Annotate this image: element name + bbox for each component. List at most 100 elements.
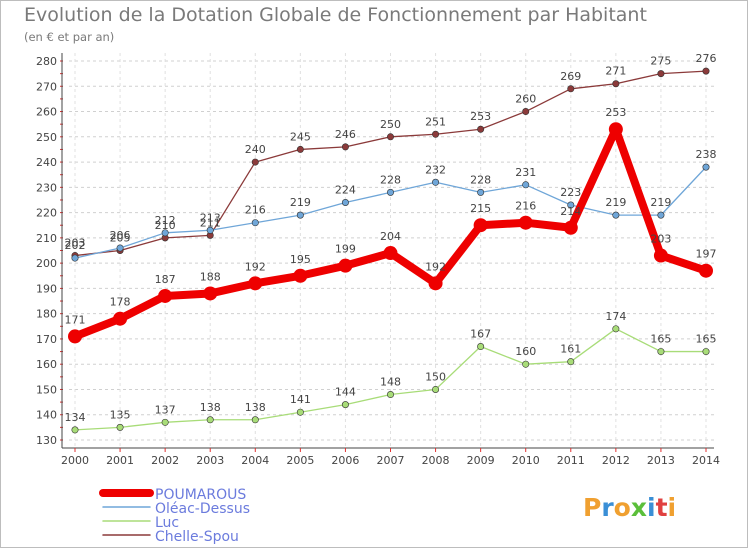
data-point-poumarous	[383, 246, 398, 261]
data-point-poumarous	[338, 258, 353, 273]
data-point-chelle-spou	[567, 85, 575, 93]
data-label-luc: 160	[515, 345, 536, 358]
data-label-poumarous: 188	[200, 270, 221, 283]
data-point-chelle-spou	[612, 80, 620, 88]
y-tick-label: 220	[36, 207, 57, 220]
data-label-poumarous: 215	[470, 202, 491, 215]
data-point-ol-ac-dessus	[296, 211, 304, 219]
data-point-ol-ac-dessus	[341, 198, 349, 206]
data-point-poumarous	[203, 286, 218, 301]
data-label-ol-ac-dessus: 231	[515, 166, 536, 179]
data-label-chelle-spou: 205	[110, 232, 131, 245]
data-point-poumarous	[248, 276, 263, 291]
data-label-luc: 137	[155, 403, 176, 416]
data-point-poumarous	[608, 122, 623, 137]
data-label-poumarous: 203	[650, 233, 671, 246]
data-label-luc: 134	[65, 411, 86, 424]
data-point-ol-ac-dessus	[612, 211, 620, 219]
data-point-ol-ac-dessus	[206, 226, 214, 234]
data-label-chelle-spou: 246	[335, 128, 356, 141]
data-label-chelle-spou: 251	[425, 115, 446, 128]
x-tick-label: 2004	[241, 454, 269, 467]
y-tick-label: 240	[36, 156, 57, 169]
data-label-chelle-spou: 269	[560, 70, 581, 83]
data-point-ol-ac-dessus	[432, 178, 440, 186]
data-point-ol-ac-dessus	[522, 181, 530, 189]
data-point-luc	[206, 416, 214, 424]
data-point-poumarous	[68, 329, 82, 344]
data-label-chelle-spou: 211	[200, 216, 221, 229]
data-point-luc	[71, 426, 79, 434]
data-point-luc	[702, 348, 710, 356]
x-tick-label: 2003	[196, 454, 224, 467]
data-label-ol-ac-dessus: 219	[650, 196, 671, 209]
data-point-ol-ac-dessus	[702, 163, 710, 171]
data-point-luc	[657, 348, 665, 356]
legend-label: POUMAROUS	[155, 487, 246, 503]
data-point-ol-ac-dessus	[477, 188, 485, 196]
data-label-luc: 141	[290, 393, 311, 406]
logo-letter: t	[656, 493, 668, 522]
data-label-poumarous: 171	[65, 313, 86, 326]
y-tick-label: 170	[36, 333, 57, 346]
data-label-chelle-spou: 245	[290, 130, 311, 143]
x-tick-label: 2007	[377, 454, 405, 467]
data-point-luc	[567, 358, 575, 366]
y-tick-label: 210	[36, 232, 57, 245]
axes: 1301401501601701801902002102202302402502…	[36, 53, 720, 467]
y-tick-label: 250	[36, 131, 57, 144]
data-label-luc: 165	[696, 333, 717, 346]
data-point-ol-ac-dessus	[161, 229, 169, 237]
data-label-luc: 167	[470, 328, 491, 341]
x-tick-label: 2013	[647, 454, 675, 467]
data-point-poumarous	[518, 215, 533, 230]
data-label-poumarous: 197	[696, 248, 717, 261]
proxiti-logo: Proxiti	[583, 493, 676, 522]
data-point-ol-ac-dessus	[116, 244, 124, 252]
data-label-ol-ac-dessus: 223	[560, 186, 581, 199]
data-label-chelle-spou: 275	[650, 55, 671, 68]
data-point-chelle-spou	[522, 108, 530, 116]
chart-title: Evolution de la Dotation Globale de Fonc…	[24, 4, 647, 26]
data-label-poumarous: 204	[380, 230, 401, 243]
data-label-poumarous: 216	[515, 200, 536, 213]
data-point-poumarous	[158, 288, 173, 303]
data-label-luc: 135	[110, 408, 131, 421]
logo-letter: P	[583, 493, 601, 522]
data-label-luc: 148	[380, 376, 401, 389]
y-tick-label: 260	[36, 106, 57, 119]
data-point-chelle-spou	[251, 158, 259, 166]
data-point-ol-ac-dessus	[251, 219, 259, 227]
logo-letter: i	[668, 493, 677, 522]
data-label-ol-ac-dessus: 216	[245, 204, 266, 217]
y-tick-label: 200	[36, 257, 57, 270]
data-point-poumarous	[293, 268, 308, 283]
logo-letter: x	[631, 493, 647, 522]
data-label-chelle-spou: 250	[380, 118, 401, 131]
data-labels-group: 203 205 210 211 240 245 246 250 251 253 260 269 271 2…	[65, 52, 717, 424]
data-label-luc: 150	[425, 370, 446, 383]
y-tick-label: 130	[36, 434, 57, 447]
series-group	[68, 67, 713, 434]
y-tick-label: 270	[36, 80, 57, 93]
data-label-chelle-spou: 210	[155, 219, 176, 232]
data-label-luc: 174	[605, 310, 626, 323]
data-point-chelle-spou	[386, 133, 394, 141]
data-label-ol-ac-dessus: 206	[110, 229, 131, 242]
data-point-luc	[116, 423, 124, 431]
data-label-poumarous: 214	[560, 205, 581, 218]
y-tick-label: 150	[36, 383, 57, 396]
proxiti-logo-text: Proxiti	[583, 493, 676, 522]
data-label-ol-ac-dessus: 212	[155, 214, 176, 227]
data-label-luc: 165	[650, 333, 671, 346]
data-label-ol-ac-dessus: 202	[65, 239, 86, 252]
data-point-ol-ac-dessus	[567, 201, 575, 209]
x-tick-label: 2002	[151, 454, 179, 467]
x-tick-label: 2011	[557, 454, 585, 467]
x-tick-label: 2000	[61, 454, 89, 467]
data-point-ol-ac-dessus	[71, 254, 79, 262]
data-label-ol-ac-dessus: 213	[200, 211, 221, 224]
data-point-poumarous	[563, 220, 578, 235]
